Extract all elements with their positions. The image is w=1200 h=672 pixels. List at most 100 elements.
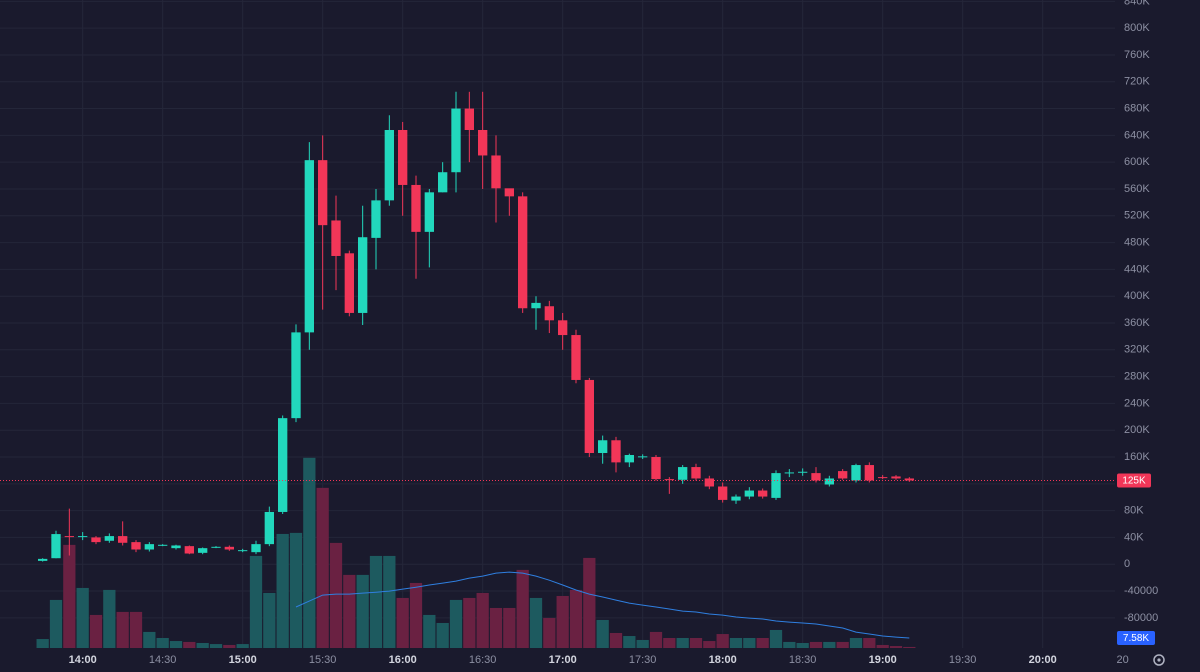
volume-bar (316, 487, 329, 648)
volume-bar (196, 642, 209, 648)
candle-body (91, 537, 101, 543)
candle-body (504, 188, 514, 197)
candle-body (304, 160, 314, 333)
candle-body (131, 542, 141, 550)
x-tick-label: 18:00 (709, 654, 737, 666)
y-tick-label: 800K (1124, 22, 1150, 34)
volume-bar (129, 611, 143, 648)
candle-body (638, 456, 648, 458)
candle-body (198, 548, 208, 553)
candle-body (664, 479, 674, 481)
volume-bar (716, 634, 729, 648)
candle-body (904, 478, 914, 481)
volume-bar (63, 544, 76, 648)
y-tick-label: 840K (1124, 0, 1150, 7)
y-tick-label: 560K (1124, 183, 1150, 195)
candle-body (678, 467, 688, 480)
volume-bar (89, 614, 103, 648)
x-tick-label: 14:00 (69, 654, 97, 666)
candle-body (424, 192, 434, 232)
candle-body (211, 546, 221, 548)
volume-bar (223, 644, 236, 648)
x-tick-label: 17:00 (549, 654, 577, 666)
x-tick-label: 16:30 (469, 654, 497, 666)
volume-bar (236, 644, 249, 648)
volume-bar (863, 637, 876, 648)
candle-body (64, 536, 74, 538)
candle-body (291, 332, 301, 419)
y-tick-label: 640K (1124, 129, 1150, 141)
volume-bar (849, 637, 863, 648)
volume-bar (343, 574, 356, 648)
candle-body (531, 302, 541, 309)
volume-bar (169, 641, 183, 648)
y-tick-label: 400K (1124, 290, 1150, 302)
volume-bar (703, 641, 716, 648)
x-tick-label: 19:00 (869, 654, 897, 666)
candle-body (558, 320, 568, 336)
volume-bar (556, 595, 569, 648)
candle-body (838, 471, 848, 479)
candle-body (278, 418, 288, 512)
volume-bar (369, 555, 383, 648)
candle-body (611, 440, 621, 463)
volume-bar (143, 631, 156, 648)
volume-bar (383, 555, 396, 648)
x-tick-label: 16:00 (389, 654, 417, 666)
y-tick-label: 520K (1124, 210, 1150, 222)
candle-body (544, 306, 554, 321)
candle-body (758, 490, 768, 497)
candle-body (598, 440, 608, 453)
volume-bar (463, 597, 476, 648)
y-tick-label: 160K (1124, 451, 1150, 463)
volume-bar (569, 589, 583, 648)
candle-body (358, 237, 368, 313)
candle-body (104, 536, 114, 541)
candle-body (451, 108, 461, 173)
y-tick-label: -80000 (1124, 612, 1158, 624)
y-tick-label: 480K (1124, 236, 1150, 248)
price-axis (1115, 0, 1200, 672)
moving-average-line (295, 571, 910, 639)
candle-body (851, 465, 861, 481)
volume-bar (503, 607, 516, 648)
volume-bar (876, 644, 889, 648)
x-tick-label: 20 (1117, 654, 1129, 666)
candle-body (718, 486, 728, 500)
x-tick-label: 20:00 (1029, 654, 1057, 666)
candle-body (798, 471, 808, 473)
y-tick-label: 200K (1124, 424, 1150, 436)
y-tick-label: 600K (1124, 156, 1150, 168)
candle-body (811, 473, 821, 481)
candle-body (331, 220, 341, 256)
candle-body (464, 108, 474, 131)
y-tick-label: 280K (1124, 371, 1150, 383)
x-tick-label: 15:00 (229, 654, 257, 666)
y-tick-label: 320K (1124, 344, 1150, 356)
volume-bar (543, 617, 556, 648)
volume-bar (436, 622, 449, 648)
volume-bar (756, 637, 769, 648)
volume-bar (649, 631, 663, 648)
volume-bar (303, 457, 316, 648)
x-tick-label: 15:30 (309, 654, 337, 666)
candle-body (731, 496, 741, 501)
y-tick-label: -40000 (1124, 585, 1158, 597)
candle-body (864, 465, 874, 481)
volume-bar (636, 639, 649, 648)
volume-bar (729, 637, 743, 648)
candle-body (571, 335, 581, 380)
candle-body (118, 536, 128, 543)
volume-bar (76, 587, 89, 648)
y-tick-label: 720K (1124, 76, 1150, 88)
candle-body (624, 455, 634, 463)
candle-body (144, 544, 154, 550)
candle-body (224, 546, 234, 550)
candle-body (878, 477, 888, 479)
volume-bar (516, 569, 529, 648)
volume-bar (356, 574, 369, 648)
candle-body (771, 473, 781, 498)
ma-label: 7.58K (1123, 633, 1149, 644)
